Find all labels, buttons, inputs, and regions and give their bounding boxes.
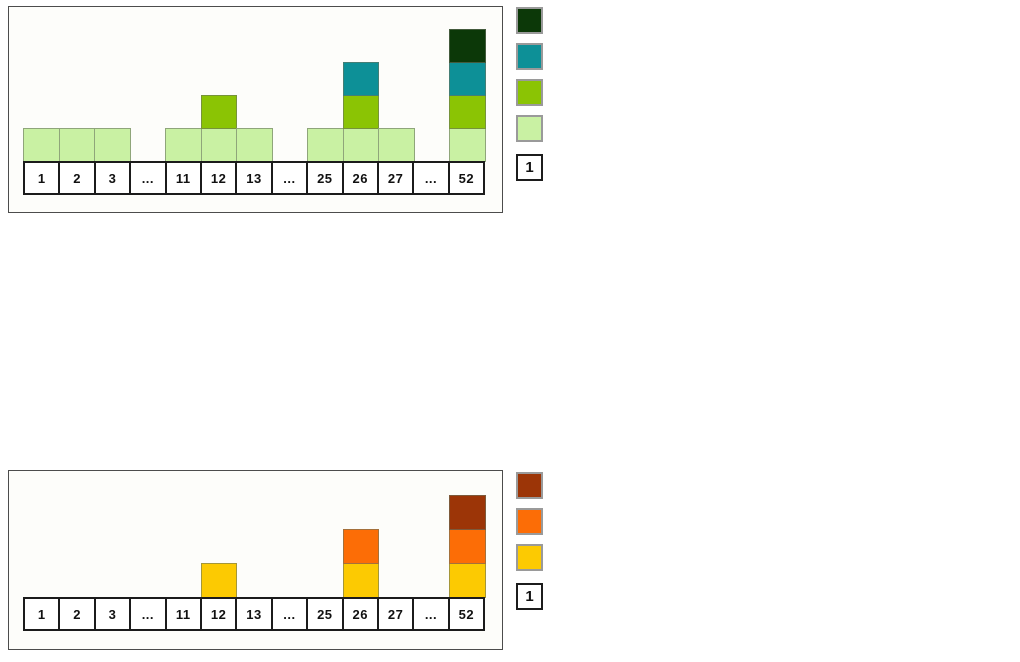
unit-square-s1	[94, 128, 131, 162]
legend-swatch-s2	[516, 508, 543, 535]
unit-square-s1	[23, 128, 60, 162]
week-cell-dotsdotsdots: ...	[270, 161, 309, 195]
week-cell-dotsdotsdots: ...	[270, 597, 309, 631]
unit-square-s1	[342, 128, 380, 162]
week-cells-row: 1 2 3... 11 12 13... 25 26 27... 52	[23, 161, 486, 195]
legend-unit-box: 1	[516, 583, 543, 610]
week-cell-3: 3	[93, 161, 132, 195]
week-cell-dotsdotsdots: ...	[412, 597, 450, 631]
unit-square-s3	[342, 62, 380, 96]
week-cell-dotsdotsdots: ...	[129, 161, 167, 195]
week-cell-25: 25	[306, 597, 344, 631]
figure-weekly-units-green: 1 2 3... 11 12 13... 25 26 27... 52	[8, 6, 503, 213]
legend-green: 1	[516, 7, 543, 181]
legend-swatch-s3	[516, 43, 543, 70]
unit-square-s2	[342, 95, 380, 129]
week-cell-26: 26	[341, 161, 379, 195]
unit-square-s2	[449, 529, 486, 564]
unit-square-s1	[378, 128, 415, 162]
week-cell-12: 12	[199, 597, 238, 631]
unit-square-s1	[165, 128, 202, 162]
legend-swatch-s1	[516, 544, 543, 571]
unit-square-s1	[58, 128, 96, 162]
legend-swatch-s2	[516, 79, 543, 106]
legend-swatch-s4	[516, 7, 543, 34]
legend-unit-box: 1	[516, 154, 543, 181]
legend-swatch-s3	[516, 472, 543, 499]
unit-square-s3	[449, 495, 486, 530]
figure-weekly-units-orange: 1 2 3... 11 12 13... 25 26 27... 52	[8, 470, 503, 650]
week-cell-25: 25	[306, 161, 344, 195]
unit-square-s4	[449, 29, 486, 63]
week-cell-3: 3	[93, 597, 132, 631]
week-cells-row: 1 2 3... 11 12 13... 25 26 27... 52	[23, 597, 486, 631]
unit-square-s1	[200, 563, 238, 598]
unit-square-s1	[449, 563, 486, 598]
unit-square-s1	[449, 128, 486, 162]
week-cell-52: 52	[447, 597, 486, 631]
week-cell-11: 11	[164, 161, 202, 195]
week-cell-11: 11	[164, 597, 202, 631]
week-cell-27: 27	[376, 161, 415, 195]
week-cell-2: 2	[58, 597, 96, 631]
unit-square-s1	[200, 128, 238, 162]
unit-square-s1	[342, 563, 380, 598]
week-cell-27: 27	[376, 597, 415, 631]
week-cell-1: 1	[23, 597, 61, 631]
week-cell-2: 2	[58, 161, 96, 195]
legend-swatch-s1	[516, 115, 543, 142]
week-cell-1: 1	[23, 161, 61, 195]
unit-square-s2	[449, 95, 486, 129]
week-cell-12: 12	[199, 161, 238, 195]
unit-square-s3	[449, 62, 486, 96]
week-cell-13: 13	[235, 597, 273, 631]
unit-square-s2	[342, 529, 380, 564]
week-cell-dotsdotsdots: ...	[129, 597, 167, 631]
week-cell-52: 52	[447, 161, 486, 195]
unit-square-s1	[307, 128, 344, 162]
week-cell-dotsdotsdots: ...	[412, 161, 450, 195]
unit-square-s1	[236, 128, 273, 162]
unit-square-s2	[200, 95, 238, 129]
legend-orange: 1	[516, 472, 543, 610]
week-cell-13: 13	[235, 161, 273, 195]
week-cell-26: 26	[341, 597, 379, 631]
